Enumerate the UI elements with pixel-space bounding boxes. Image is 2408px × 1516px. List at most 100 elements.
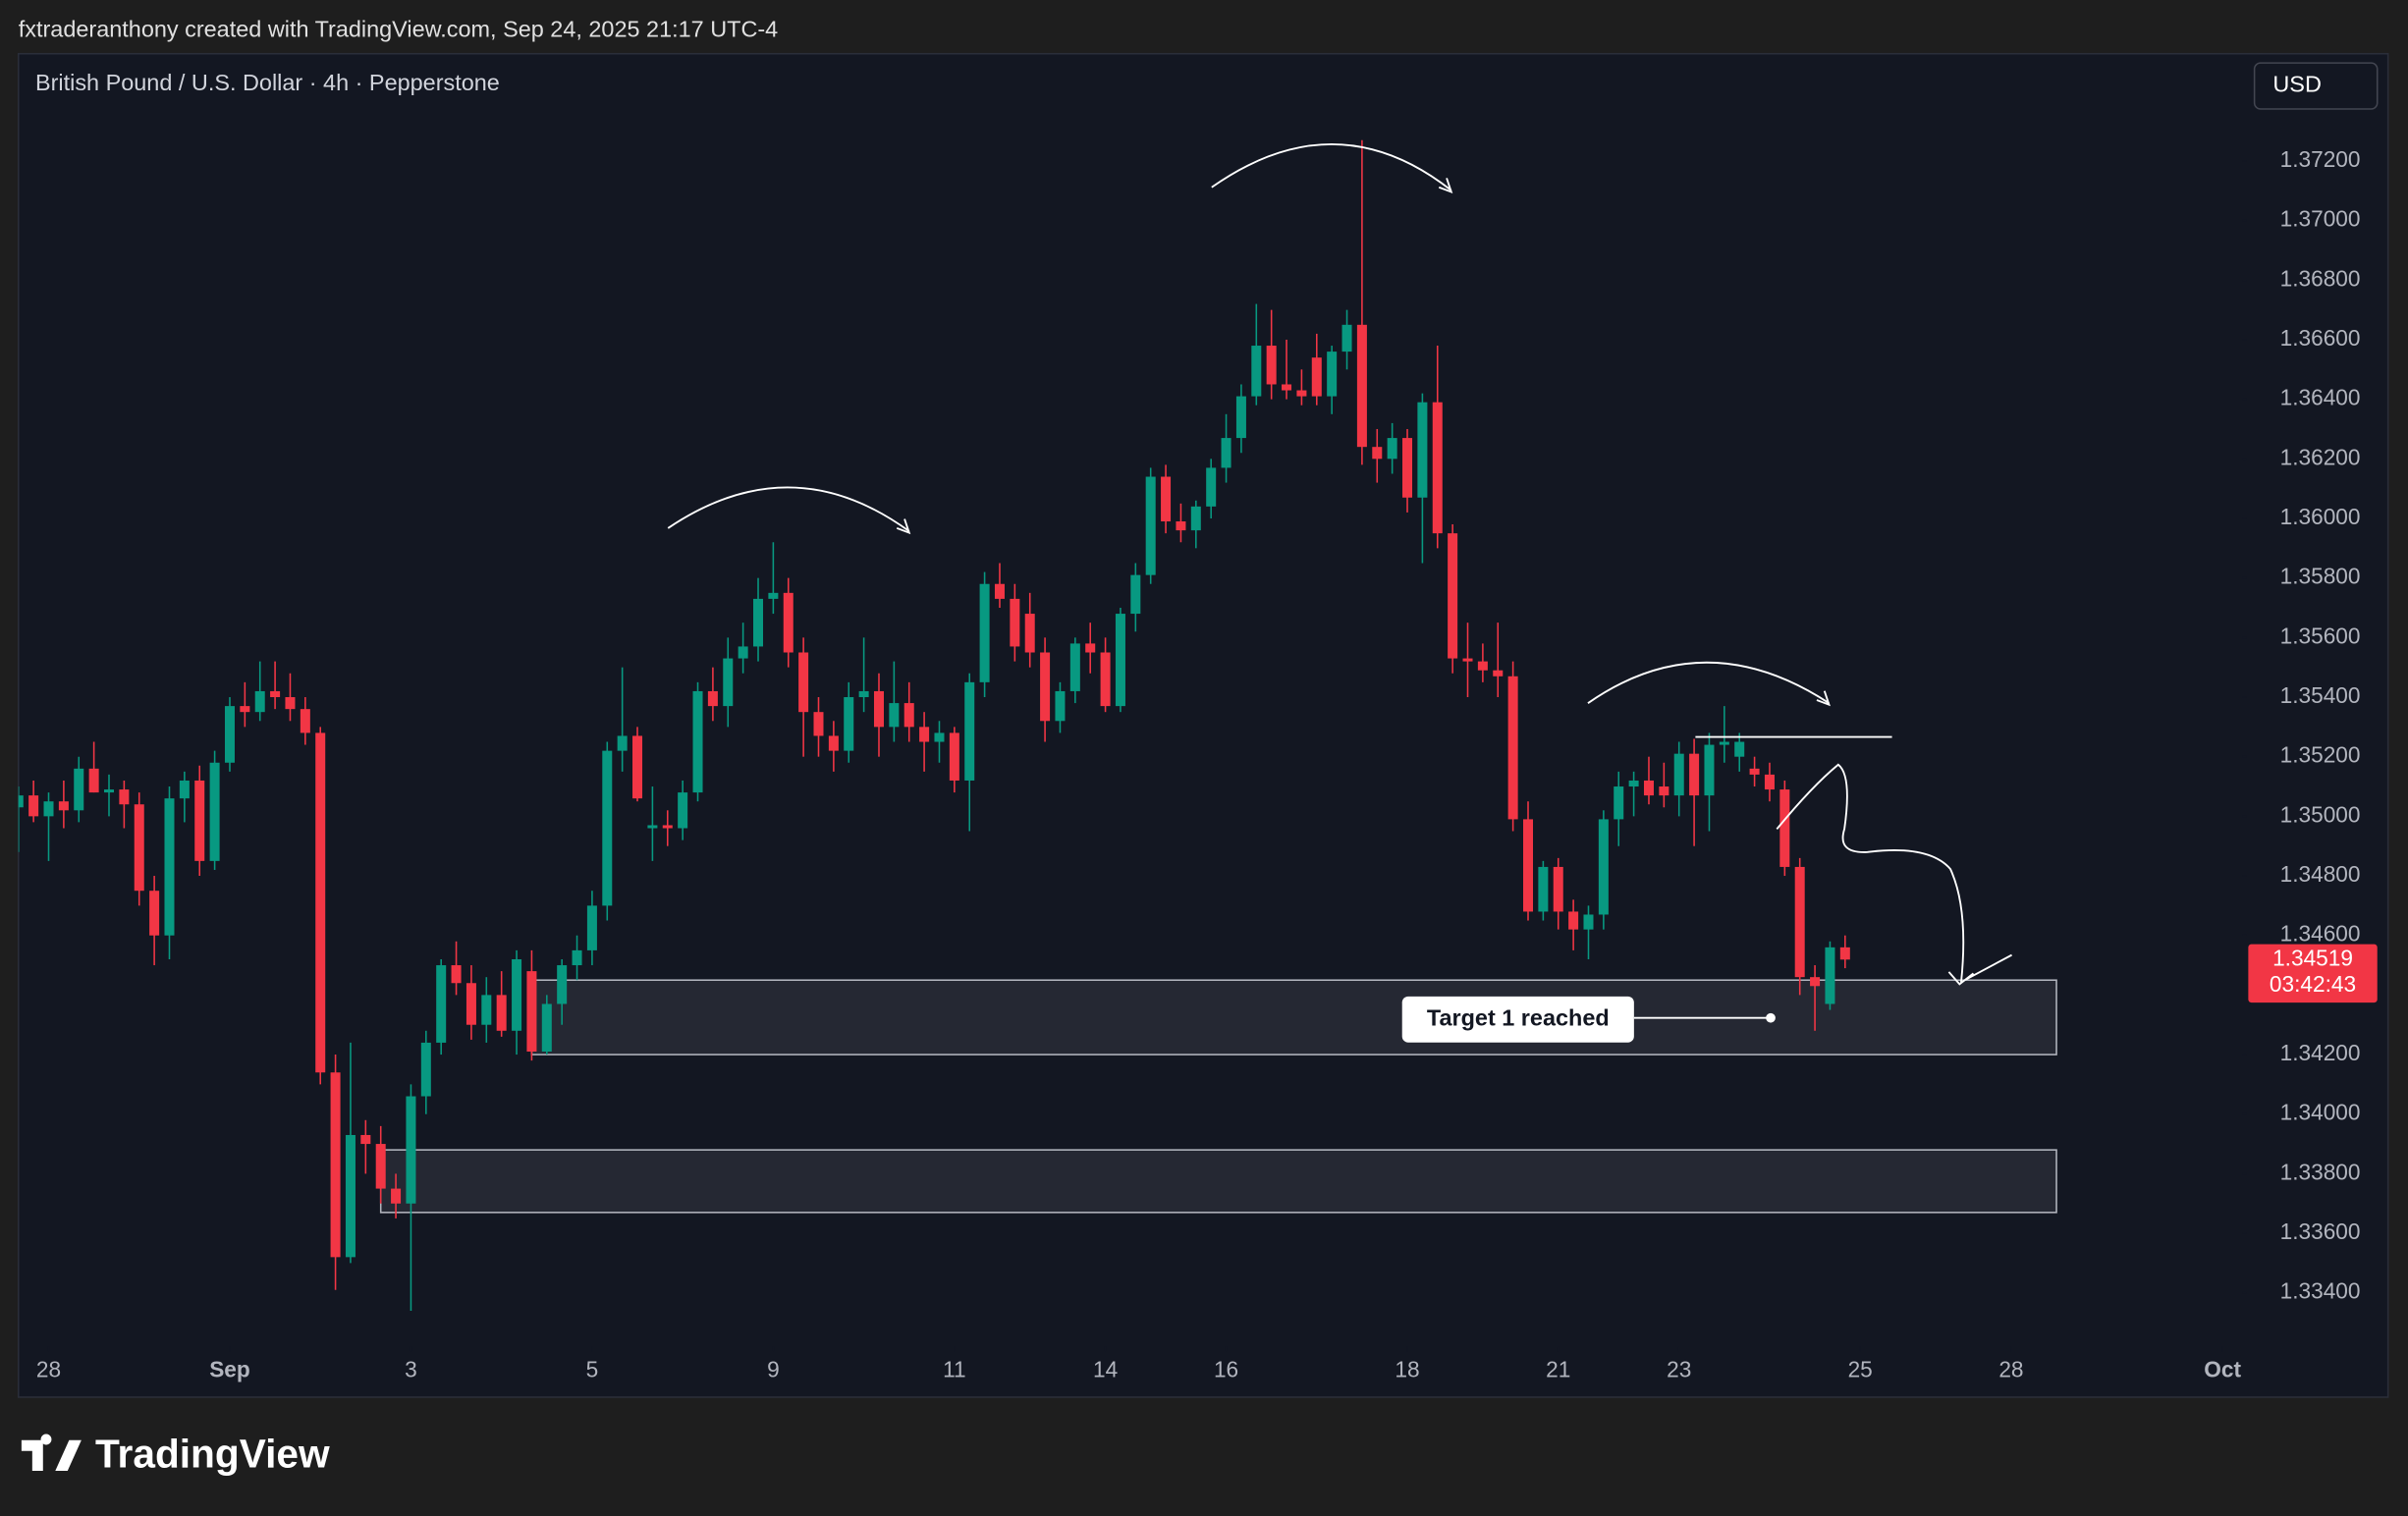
candle-body xyxy=(557,965,568,1004)
currency[interactable]: USD xyxy=(2272,72,2321,97)
x-tick-label: 28 xyxy=(36,1356,61,1381)
y-tick-label: 1.35600 xyxy=(2280,623,2361,648)
candle-body xyxy=(1387,438,1397,460)
candle-body xyxy=(1598,819,1609,915)
y-tick-label: 1.37200 xyxy=(2280,146,2361,172)
candle-body xyxy=(828,735,839,751)
plot-area xyxy=(18,139,2057,1311)
candle-body xyxy=(119,789,130,805)
candle-body xyxy=(1311,357,1322,397)
candle-body xyxy=(662,825,673,829)
candle-body xyxy=(88,768,99,793)
candle-body xyxy=(526,971,537,1053)
candle-body xyxy=(240,706,250,713)
candle-body xyxy=(964,681,975,781)
candle-body xyxy=(949,732,959,781)
candle-body xyxy=(1522,819,1534,912)
candle-body xyxy=(723,658,734,707)
candle-body xyxy=(1010,598,1020,647)
candle-body xyxy=(1296,390,1307,397)
candle-body xyxy=(103,789,115,793)
y-tick-label: 1.36400 xyxy=(2280,385,2361,410)
candle-body xyxy=(1206,467,1217,507)
candle-body xyxy=(1689,753,1700,796)
candle-body xyxy=(768,592,779,599)
currency-button[interactable] xyxy=(2253,62,2379,110)
path-drawing xyxy=(1776,763,2012,986)
candle-body xyxy=(1719,741,1729,745)
candle-body xyxy=(1734,741,1745,757)
candle-body xyxy=(1190,506,1201,531)
candle-body xyxy=(391,1188,402,1204)
candle-body xyxy=(844,697,854,751)
x-tick-label: 9 xyxy=(767,1356,780,1381)
candle-body xyxy=(345,1134,356,1258)
candle-body xyxy=(285,697,296,710)
candle-body xyxy=(74,768,84,811)
candle-body xyxy=(375,1144,386,1189)
candle-body xyxy=(1282,384,1292,391)
candle-body xyxy=(783,592,794,653)
candle-body xyxy=(586,905,597,950)
candle-body xyxy=(1040,652,1051,722)
last-price-box xyxy=(2248,944,2378,1003)
candle-body xyxy=(678,792,688,829)
candle-body xyxy=(43,801,54,817)
x-tick-label: 16 xyxy=(1214,1356,1238,1381)
candle-body xyxy=(1372,447,1383,460)
candle-body xyxy=(903,703,914,728)
candle-body xyxy=(1341,324,1352,352)
candle-body xyxy=(1493,670,1504,677)
candle-body xyxy=(270,690,281,698)
y-tick-label: 1.35000 xyxy=(2280,801,2361,827)
candle-body xyxy=(1417,402,1428,498)
candle-body xyxy=(1810,977,1821,987)
candle-body xyxy=(1553,866,1563,912)
y-tick-label: 1.35800 xyxy=(2280,564,2361,589)
candle-body xyxy=(1327,352,1338,397)
y-tick-label: 1.34200 xyxy=(2280,1040,2361,1065)
y-tick-label: 1.34600 xyxy=(2280,921,2361,947)
drawings xyxy=(667,143,2012,1023)
y-tick-label: 1.37000 xyxy=(2280,206,2361,232)
y-tick-label: 1.33400 xyxy=(2280,1278,2361,1304)
candle-body xyxy=(1235,396,1246,439)
candle-body xyxy=(994,583,1005,599)
candle-body xyxy=(813,712,824,736)
x-tick-label: Oct xyxy=(2204,1356,2241,1381)
candle-body xyxy=(692,690,703,793)
logo: TradingView xyxy=(21,1432,330,1477)
candle-body xyxy=(18,795,24,808)
x-tick-label: 25 xyxy=(1848,1356,1873,1381)
x-tick-label: 3 xyxy=(405,1356,417,1381)
x-tick-label: 18 xyxy=(1395,1356,1419,1381)
candle-body xyxy=(873,690,884,728)
x-tick-label: 28 xyxy=(1998,1356,2023,1381)
candle-body xyxy=(541,1003,552,1053)
candle-body xyxy=(1462,658,1473,662)
candle-body xyxy=(224,706,235,763)
candle-body xyxy=(1659,786,1669,796)
annotation-dot xyxy=(1766,1012,1776,1023)
candle-body xyxy=(254,690,265,713)
candle-body xyxy=(1448,533,1458,659)
candle-body xyxy=(300,709,310,733)
candle-body xyxy=(1673,753,1684,796)
candle-body xyxy=(194,780,205,861)
candle-body xyxy=(360,1134,371,1145)
candle-body xyxy=(1176,521,1186,531)
candle-body xyxy=(1085,643,1096,653)
candle-body xyxy=(1538,866,1549,912)
candle-body xyxy=(707,690,718,707)
x-tick-label: 21 xyxy=(1546,1356,1570,1381)
arrow-drawing xyxy=(1211,143,1453,194)
arrow-drawing xyxy=(1587,661,1831,707)
zone xyxy=(379,1149,2057,1214)
candle-body xyxy=(1583,914,1594,930)
y-tick-label: 1.36000 xyxy=(2280,504,2361,529)
candle-body xyxy=(1402,438,1413,498)
candle-body xyxy=(481,995,492,1025)
y-tick-label: 1.36600 xyxy=(2280,325,2361,351)
